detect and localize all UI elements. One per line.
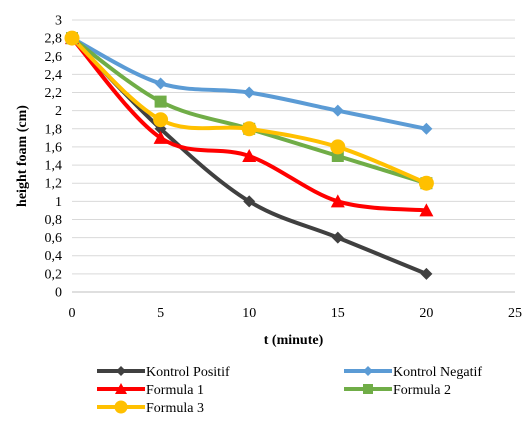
tick-labels: 0 0,2 0,4 0,6 0,8 1 1,2 1,4 1,6 1,8 2 2,2 2,4 2,6 2,8 3… [45,14,523,322]
data-point-series-1 [243,195,256,208]
legend-swatch-marker [114,400,128,414]
y-tick-label: 0,4 [45,249,63,264]
data-point-series-1 [420,267,433,280]
data-point-series-3 [330,194,345,208]
data-point-series-3 [242,149,257,162]
x-tick-label: 5 [157,306,164,321]
data-point-series-2 [420,122,433,135]
x-tick-label: 15 [331,306,345,321]
legend-label: Formula 1 [146,383,204,398]
y-tick-label: 1,4 [45,159,63,174]
y-tick-label: 1,8 [45,122,63,137]
y-tick-label: 0 [55,286,62,301]
legend-swatch-marker [115,383,127,394]
data-point-series-3 [419,203,434,217]
y-tick-label: 2 [55,104,62,119]
legend-label: Kontrol Positif [146,365,230,380]
y-tick-label: 1,2 [45,177,63,192]
legend-item: Kontrol Negatif [344,365,482,380]
series-line-2 [70,36,429,131]
data-point-series-4 [154,95,167,108]
x-tick-label: 25 [508,306,522,321]
data-point-series-5 [330,139,346,155]
data-point-series-5 [64,30,80,46]
legend-swatch-marker [363,366,373,376]
legend-label: Formula 3 [146,401,204,416]
data-point-series-1 [331,231,344,244]
y-tick-label: 2,4 [45,68,63,83]
y-tick-label: 0,6 [45,231,63,246]
data-point-series-2 [154,77,167,90]
legend: Kontrol Positif Kontrol Negatif Formula 1 F… [97,365,482,416]
data-point-series-5 [241,121,257,137]
x-axis-title: t (minute) [264,333,324,348]
y-tick-label: 3 [55,14,62,29]
data-point-series-5 [153,112,169,128]
legend-label: Formula 2 [393,383,451,398]
data-point-series-2 [243,86,256,99]
data-point-series-2 [331,104,344,117]
data-point-series-5 [418,175,434,191]
y-tick-label: 2,8 [45,32,63,47]
y-tick-label: 0,2 [45,267,63,282]
legend-label: Kontrol Negatif [393,365,482,380]
gridlines [72,19,515,275]
x-tick-label: 20 [419,306,433,321]
legend-item: Formula 1 [97,383,204,398]
legend-item: Kontrol Positif [97,365,230,380]
y-tick-label: 1 [55,195,62,210]
legend-item: Formula 2 [344,383,451,398]
y-tick-label: 0,8 [45,213,63,228]
y-tick-label: 2,2 [45,86,63,101]
y-tick-label: 2,6 [45,50,63,65]
legend-swatch-marker [116,366,126,376]
y-axis-title: height foam (cm) [15,105,30,207]
legend-item: Formula 3 [97,400,204,416]
x-tick-label: 0 [69,306,76,321]
series-markers [64,30,434,280]
data-point-series-3 [153,130,168,144]
x-tick-label: 10 [242,306,256,321]
legend-swatch-marker [363,384,373,394]
y-tick-label: 1,6 [45,140,63,155]
